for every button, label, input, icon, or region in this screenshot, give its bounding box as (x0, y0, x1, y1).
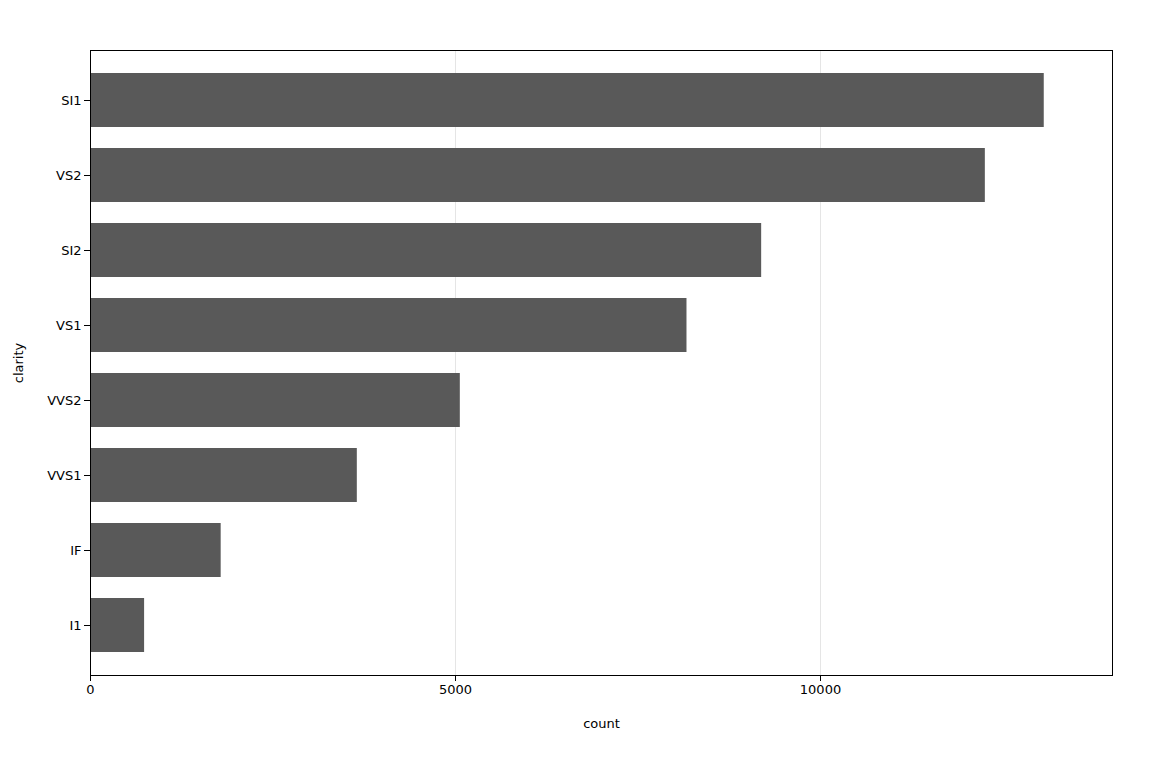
svg-text:SI1: SI1 (61, 93, 81, 108)
svg-text:I1: I1 (69, 618, 81, 633)
svg-text:clarity: clarity (11, 342, 26, 383)
svg-text:0: 0 (86, 682, 94, 697)
svg-text:VS2: VS2 (56, 168, 81, 183)
svg-text:count: count (583, 716, 620, 731)
svg-text:10000: 10000 (800, 682, 841, 697)
svg-text:IF: IF (70, 543, 81, 558)
svg-text:VS1: VS1 (56, 318, 81, 333)
svg-text:VVS1: VVS1 (47, 468, 81, 483)
svg-text:SI2: SI2 (61, 243, 81, 258)
svg-text:VVS2: VVS2 (47, 393, 81, 408)
svg-text:5000: 5000 (439, 682, 472, 697)
